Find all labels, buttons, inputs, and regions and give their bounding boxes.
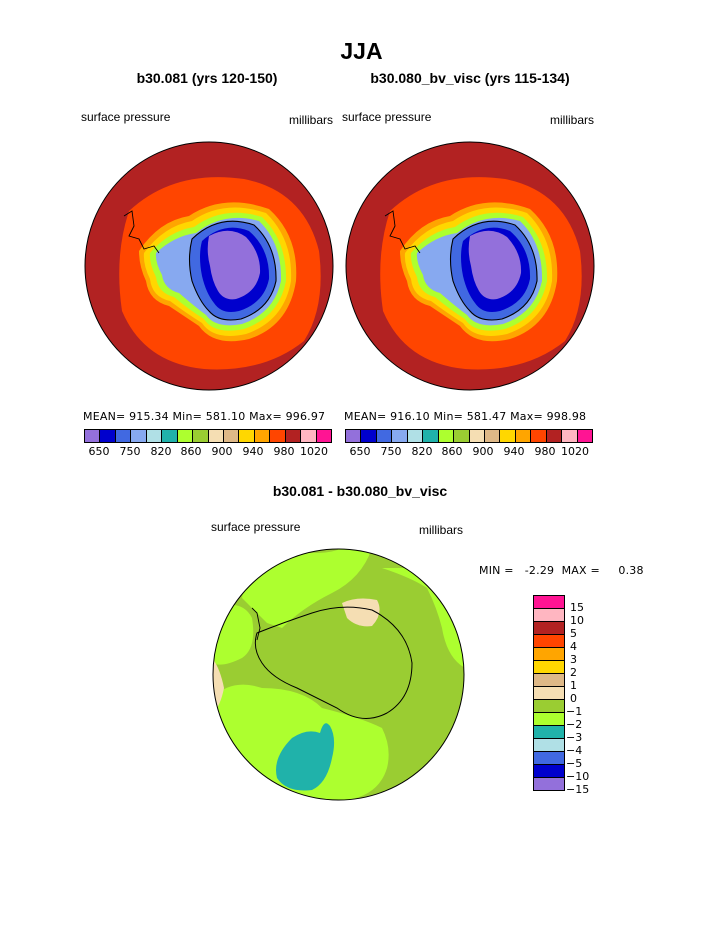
vbar-swatch [534,661,564,674]
vbar-swatch [534,687,564,700]
cbar1-swatch [146,430,163,442]
cbar1-swatch [254,430,271,442]
panel-2-map [345,141,595,391]
cbar1-swatch [239,430,255,442]
panel-2-tick: 900 [472,445,494,458]
diff-tick: 5 [570,627,577,640]
cbar1-swatch [223,430,240,442]
panel-2-field-label: surface pressure [342,110,432,124]
cbar1-swatch [208,430,224,442]
vbar-swatch [534,700,564,713]
diff-tick: −3 [566,731,583,744]
cbar2-swatch [531,430,547,442]
cbar1-swatch [193,430,209,442]
diff-tick: 10 [570,614,584,627]
vbar-swatch [534,609,564,622]
diff-colorbar [533,595,565,791]
vbar-swatch [534,726,564,739]
cbar2-swatch [392,430,408,442]
cbar2-swatch [376,430,393,442]
cbar2-swatch [438,430,455,442]
panel-1-field-label: surface pressure [81,110,171,124]
vbar-swatch [534,622,564,635]
panel-1-tick: 650 [88,445,110,458]
vbar-swatch [534,765,564,778]
vbar-swatch [534,752,564,765]
panel-1-tick: 820 [150,445,172,458]
cbar2-swatch [346,430,362,442]
panel-2-stats: MEAN= 916.10 Min= 581.47 Max= 998.98 [344,410,587,423]
cbar2-swatch [562,430,578,442]
panel-1-tick: 900 [211,445,233,458]
cbar2-swatch [407,430,424,442]
cbar1-swatch [131,430,147,442]
panel-2-tick: 860 [441,445,463,458]
cbar1-swatch [115,430,132,442]
cbar2-swatch [469,430,485,442]
diff-tick: 15 [570,601,584,614]
cbar1-swatch [100,430,116,442]
vbar-swatch [534,596,564,609]
cbar2-swatch [546,430,563,442]
panel-2-tick: 820 [411,445,433,458]
vbar-swatch [534,739,564,752]
panel-2-tick: 750 [380,445,402,458]
panel-1-tick: 860 [180,445,202,458]
cbar1-swatch [85,430,101,442]
cbar2-swatch [515,430,532,442]
panel-1-title: b30.081 (yrs 120-150) [136,70,278,86]
diff-tick: 4 [570,640,577,653]
diff-field-label: surface pressure [211,520,301,534]
panel-1-tick: 940 [242,445,264,458]
diff-tick: −2 [566,718,583,731]
page-title: JJA [340,38,383,64]
diff-title: b30.081 - b30.080_bv_visc [272,483,448,499]
panel-2-tick: 940 [503,445,525,458]
diff-tick: 2 [570,666,577,679]
panel-1-tick: 980 [273,445,295,458]
cbar1-swatch [316,430,331,442]
cbar1-swatch [270,430,286,442]
cbar1-swatch [177,430,194,442]
diff-units: millibars [419,523,464,537]
cbar1-swatch [301,430,317,442]
vbar-swatch [534,648,564,661]
panel-1-units: millibars [289,113,334,127]
cbar2-swatch [454,430,470,442]
diff-tick: 1 [570,679,577,692]
vbar-swatch [534,778,564,790]
panel-1-map [84,141,334,391]
panel-2-tick: 650 [349,445,371,458]
diff-tick: −1 [566,705,583,718]
panel-2-colorbar [345,429,593,443]
panel-1-stats: MEAN= 915.34 Min= 581.10 Max= 996.97 [83,410,326,423]
cbar1-swatch [285,430,302,442]
cbar2-swatch [577,430,592,442]
cbar2-swatch [500,430,516,442]
diff-tick: −4 [566,744,583,757]
vbar-swatch [534,713,564,726]
panel-2-tick: 980 [534,445,556,458]
cbar1-swatch [162,430,178,442]
diff-tick: −5 [566,757,583,770]
panel-1-tick: 1020 [300,445,328,458]
cbar2-swatch [484,430,501,442]
cbar2-swatch [423,430,439,442]
diff-tick: −15 [566,783,590,796]
vbar-swatch [534,635,564,648]
diff-tick: 3 [570,653,577,666]
diff-tick: 0 [570,692,577,705]
diff-map [212,548,465,801]
panel-2-title: b30.080_bv_visc (yrs 115-134) [370,70,570,86]
panel-1-colorbar [84,429,332,443]
diff-tick: −10 [566,770,590,783]
panel-2-tick: 1020 [561,445,589,458]
cbar2-swatch [361,430,377,442]
panel-1-tick: 750 [119,445,141,458]
panel-2-units: millibars [550,113,595,127]
vbar-swatch [534,674,564,687]
diff-minmax: MIN = -2.29 MAX = 0.38 [479,564,644,577]
